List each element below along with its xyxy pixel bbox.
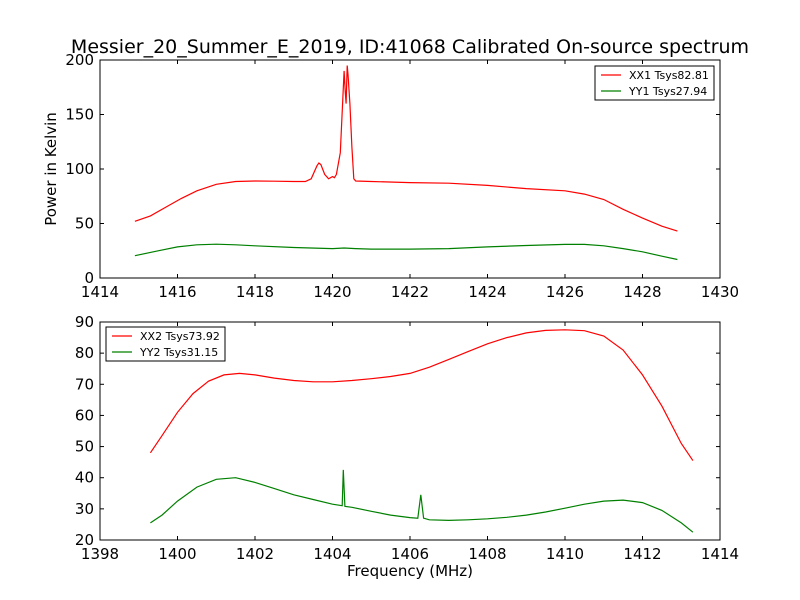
y-tick-label: 50 <box>75 438 94 456</box>
legend-box <box>105 326 226 362</box>
x-tick-label: 1414 <box>701 545 739 563</box>
x-axis-label: Frequency (MHz) <box>347 562 473 580</box>
x-tick-label: 1410 <box>546 545 584 563</box>
y-tick-label: 90 <box>75 313 94 331</box>
x-tick-label: 1400 <box>158 545 196 563</box>
y-tick-label: 30 <box>75 500 94 518</box>
series-line <box>150 469 694 533</box>
legend-entry: YY2 Tsys31.15 <box>139 346 218 359</box>
y-tick-label: 50 <box>75 215 94 233</box>
y-tick-label: 100 <box>65 160 94 178</box>
x-tick-label: 1422 <box>391 283 429 301</box>
y-tick-label: 60 <box>75 406 94 424</box>
y-tick-label: 200 <box>65 51 94 69</box>
y-tick-label: 150 <box>65 106 94 124</box>
legend-entry: YY1 Tsys27.94 <box>628 85 707 98</box>
x-tick-label: 1412 <box>623 545 661 563</box>
bottom-spectrum-panel: 1398 1400 1402 1404 1406 1408 1410 1412 1414 20 30… <box>75 313 739 580</box>
series-line <box>134 243 678 261</box>
x-tick-label: 1418 <box>236 283 274 301</box>
series-line <box>149 329 694 461</box>
x-tick-label: 1416 <box>158 283 196 301</box>
legend-entry: XX2 Tsys73.92 <box>140 330 220 343</box>
legend-box <box>594 65 715 101</box>
legend-entry: XX1 Tsys82.81 <box>629 69 709 82</box>
top-spectrum-panel: 1414 1416 1418 1420 1422 1424 1426 1428 1430 0 50 1… <box>42 51 739 301</box>
x-tick-label: 1398 <box>81 545 119 563</box>
y-tick-label: 0 <box>84 269 94 287</box>
x-tick-label: 1408 <box>468 545 506 563</box>
y-axis-label: Power in Kelvin <box>42 112 60 226</box>
x-tick-label: 1420 <box>313 283 351 301</box>
series-line <box>134 65 678 232</box>
figure-title: Messier_20_Summer_E_2019, ID:41068 Calib… <box>71 36 749 58</box>
legend: XX2 Tsys73.92 YY2 Tsys31.15 <box>105 326 226 362</box>
x-tick-label: 1414 <box>81 283 119 301</box>
x-tick-label: 1426 <box>546 283 584 301</box>
y-tick-label: 80 <box>75 344 94 362</box>
legend: XX1 Tsys82.81 YY1 Tsys27.94 <box>594 65 715 101</box>
y-tick-label: 70 <box>75 375 94 393</box>
y-tick-label: 40 <box>75 469 94 487</box>
x-tick-label: 1430 <box>701 283 739 301</box>
x-tick-label: 1424 <box>468 283 506 301</box>
y-tick-label: 20 <box>75 531 94 549</box>
x-tick-label: 1406 <box>391 545 429 563</box>
x-tick-label: 1404 <box>313 545 351 563</box>
x-tick-label: 1402 <box>236 545 274 563</box>
x-tick-label: 1428 <box>623 283 661 301</box>
